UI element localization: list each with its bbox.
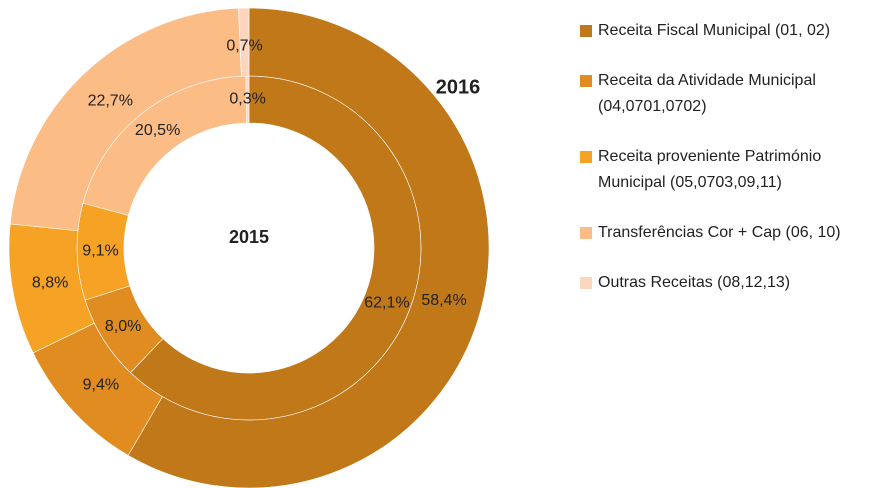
legend-item: Outras Receitas (08,12,13) [580,270,870,296]
legend-label: Receita Fiscal Municipal (01, 02) [598,22,831,39]
legend-swatch [580,151,592,163]
legend-label: Receita proveniente Património Municipal… [598,148,822,191]
legend: Receita Fiscal Municipal (01, 02) Receita… [580,18,870,320]
legend-swatch [580,25,592,37]
data-label: 8,0% [105,318,141,335]
donut-slice [127,7,490,488]
data-label: 9,1% [82,242,118,259]
legend-swatch [580,277,592,289]
data-label: 8,8% [32,275,68,292]
series-label: 2016 [436,76,481,98]
legend-label: Transferências Cor + Cap (06, 10) [598,224,841,241]
data-label: 0,3% [229,91,265,108]
data-label: 9,4% [83,377,119,394]
donut-slice [238,7,250,77]
chart: 62,1% 8,0% 9,1% 20,5% 0,3% 58,4% 9,4% 8,8% 22,7%… [8,7,490,488]
legend-item: Transferências Cor + Cap (06, 10) [580,220,870,246]
legend-item: Receita Fiscal Municipal (01, 02) [580,18,870,44]
legend-item: Receita da Atividade Municipal (04,0701,… [580,68,870,120]
data-label: 58,4% [421,292,466,309]
legend-swatch [580,75,592,87]
legend-swatch [580,227,592,239]
donut-slice [9,7,242,232]
data-label: 62,1% [364,294,409,311]
legend-label: Outras Receitas (08,12,13) [598,274,791,291]
data-label: 22,7% [88,92,133,109]
legend-label: Receita da Atividade Municipal (04,0701,… [598,72,816,115]
series-label: 2015 [229,227,269,247]
legend-item: Receita proveniente Património Municipal… [580,144,870,196]
data-label: 0,7% [226,37,262,54]
data-label: 20,5% [135,122,180,139]
